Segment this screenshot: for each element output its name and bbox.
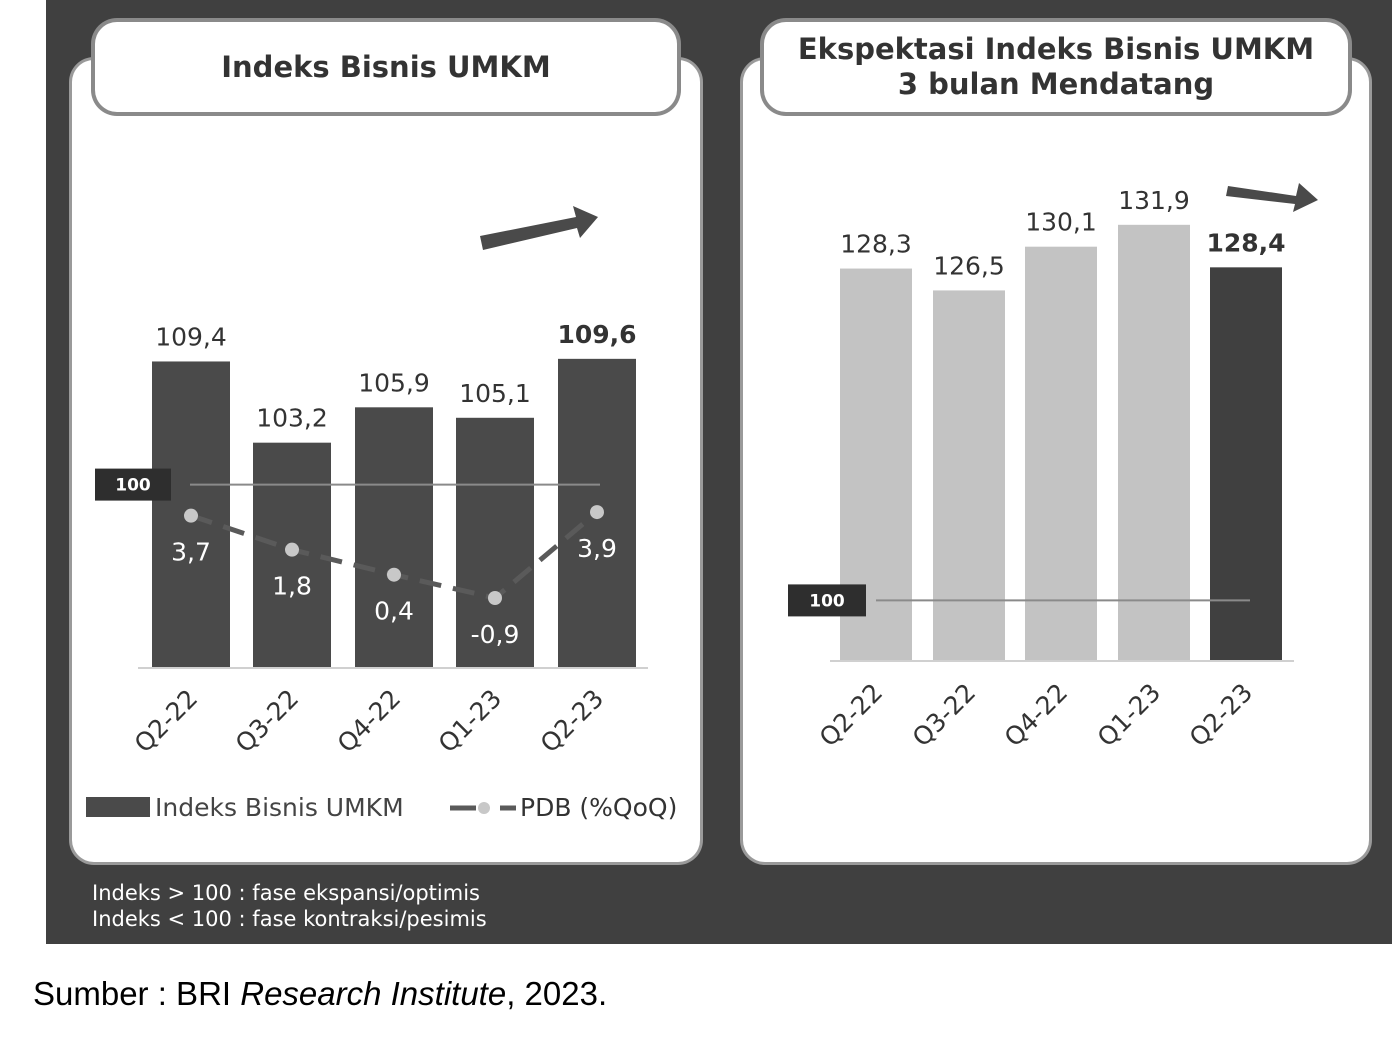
bar-Q3-22: [933, 290, 1005, 661]
pdb-label-Q2-23: 3,9: [577, 534, 617, 563]
bar-Q1-23: [456, 417, 534, 668]
trend-arrow-left: [480, 206, 598, 250]
pdb-marker-Q4-22: [387, 567, 401, 582]
pdb-label-Q3-22: 1,8: [272, 572, 312, 601]
bar-label-Q2-22: 109,4: [155, 322, 227, 351]
bar-Q4-22: [355, 407, 433, 668]
pdb-label-Q4-22: 0,4: [374, 597, 414, 626]
bar-Q1-23: [1118, 224, 1190, 661]
bar-label-Q2-23: 109,6: [557, 320, 636, 349]
legend-line-marker: [478, 802, 490, 814]
note-contraction: Indeks < 100 : fase kontraksi/pesimis: [92, 907, 487, 931]
chart-title-left-text: Indeks Bisnis UMKM: [221, 49, 551, 84]
legend-bar-swatch: [86, 797, 150, 817]
trend-arrow-right: [1226, 183, 1318, 212]
pdb-marker-Q2-23: [590, 505, 604, 520]
chart-title-right-line1: Ekspektasi Indeks Bisnis UMKM: [797, 32, 1315, 66]
bar-label-Q4-22: 130,1: [1025, 208, 1097, 237]
legend-bar-label: Indeks Bisnis UMKM: [155, 793, 404, 822]
source-prefix: Sumber : BRI: [33, 975, 241, 1012]
bar-label-Q2-23: 128,4: [1206, 228, 1285, 257]
bar-label-Q4-22: 105,9: [358, 368, 430, 397]
note-expansion: Indeks > 100 : fase ekspansi/optimis: [92, 881, 480, 905]
bar-label-Q3-22: 103,2: [256, 404, 328, 433]
notes: Indeks > 100 : fase ekspansi/optimis Ind…: [92, 880, 487, 932]
pdb-label-Q1-23: -0,9: [471, 620, 520, 649]
chart-title-left: Indeks Bisnis UMKM: [95, 22, 677, 112]
source-suffix: , 2023.: [506, 975, 608, 1012]
reference-label: 100: [115, 476, 151, 496]
bar-label-Q1-23: 105,1: [459, 379, 531, 408]
chart-title-right-line2: 3 bulan Mendatang: [897, 67, 1215, 101]
bar-label-Q1-23: 131,9: [1118, 186, 1190, 215]
bar-label-Q3-22: 126,5: [933, 251, 1005, 280]
reference-label-box: [95, 468, 171, 501]
pdb-label-Q2-22: 3,7: [171, 538, 211, 567]
pdb-marker-Q1-23: [488, 591, 502, 605]
chart-title-right: Ekspektasi Indeks Bisnis UMKM 3 bulan Me…: [764, 22, 1348, 112]
pdb-marker-Q3-22: [285, 542, 299, 557]
reference-label: 100: [809, 591, 845, 611]
bar-label-Q2-22: 128,3: [840, 230, 912, 259]
bar-Q2-23: [1210, 267, 1282, 661]
bar-Q4-22: [1025, 246, 1097, 661]
reference-label-box: [788, 584, 866, 617]
source-institute: Research Institute: [240, 975, 507, 1012]
source-citation: Sumber : BRI Research Institute, 2023.: [33, 975, 607, 1013]
pdb-marker-Q2-22: [184, 508, 198, 523]
legend-line-label: PDB (%QoQ): [520, 793, 677, 822]
